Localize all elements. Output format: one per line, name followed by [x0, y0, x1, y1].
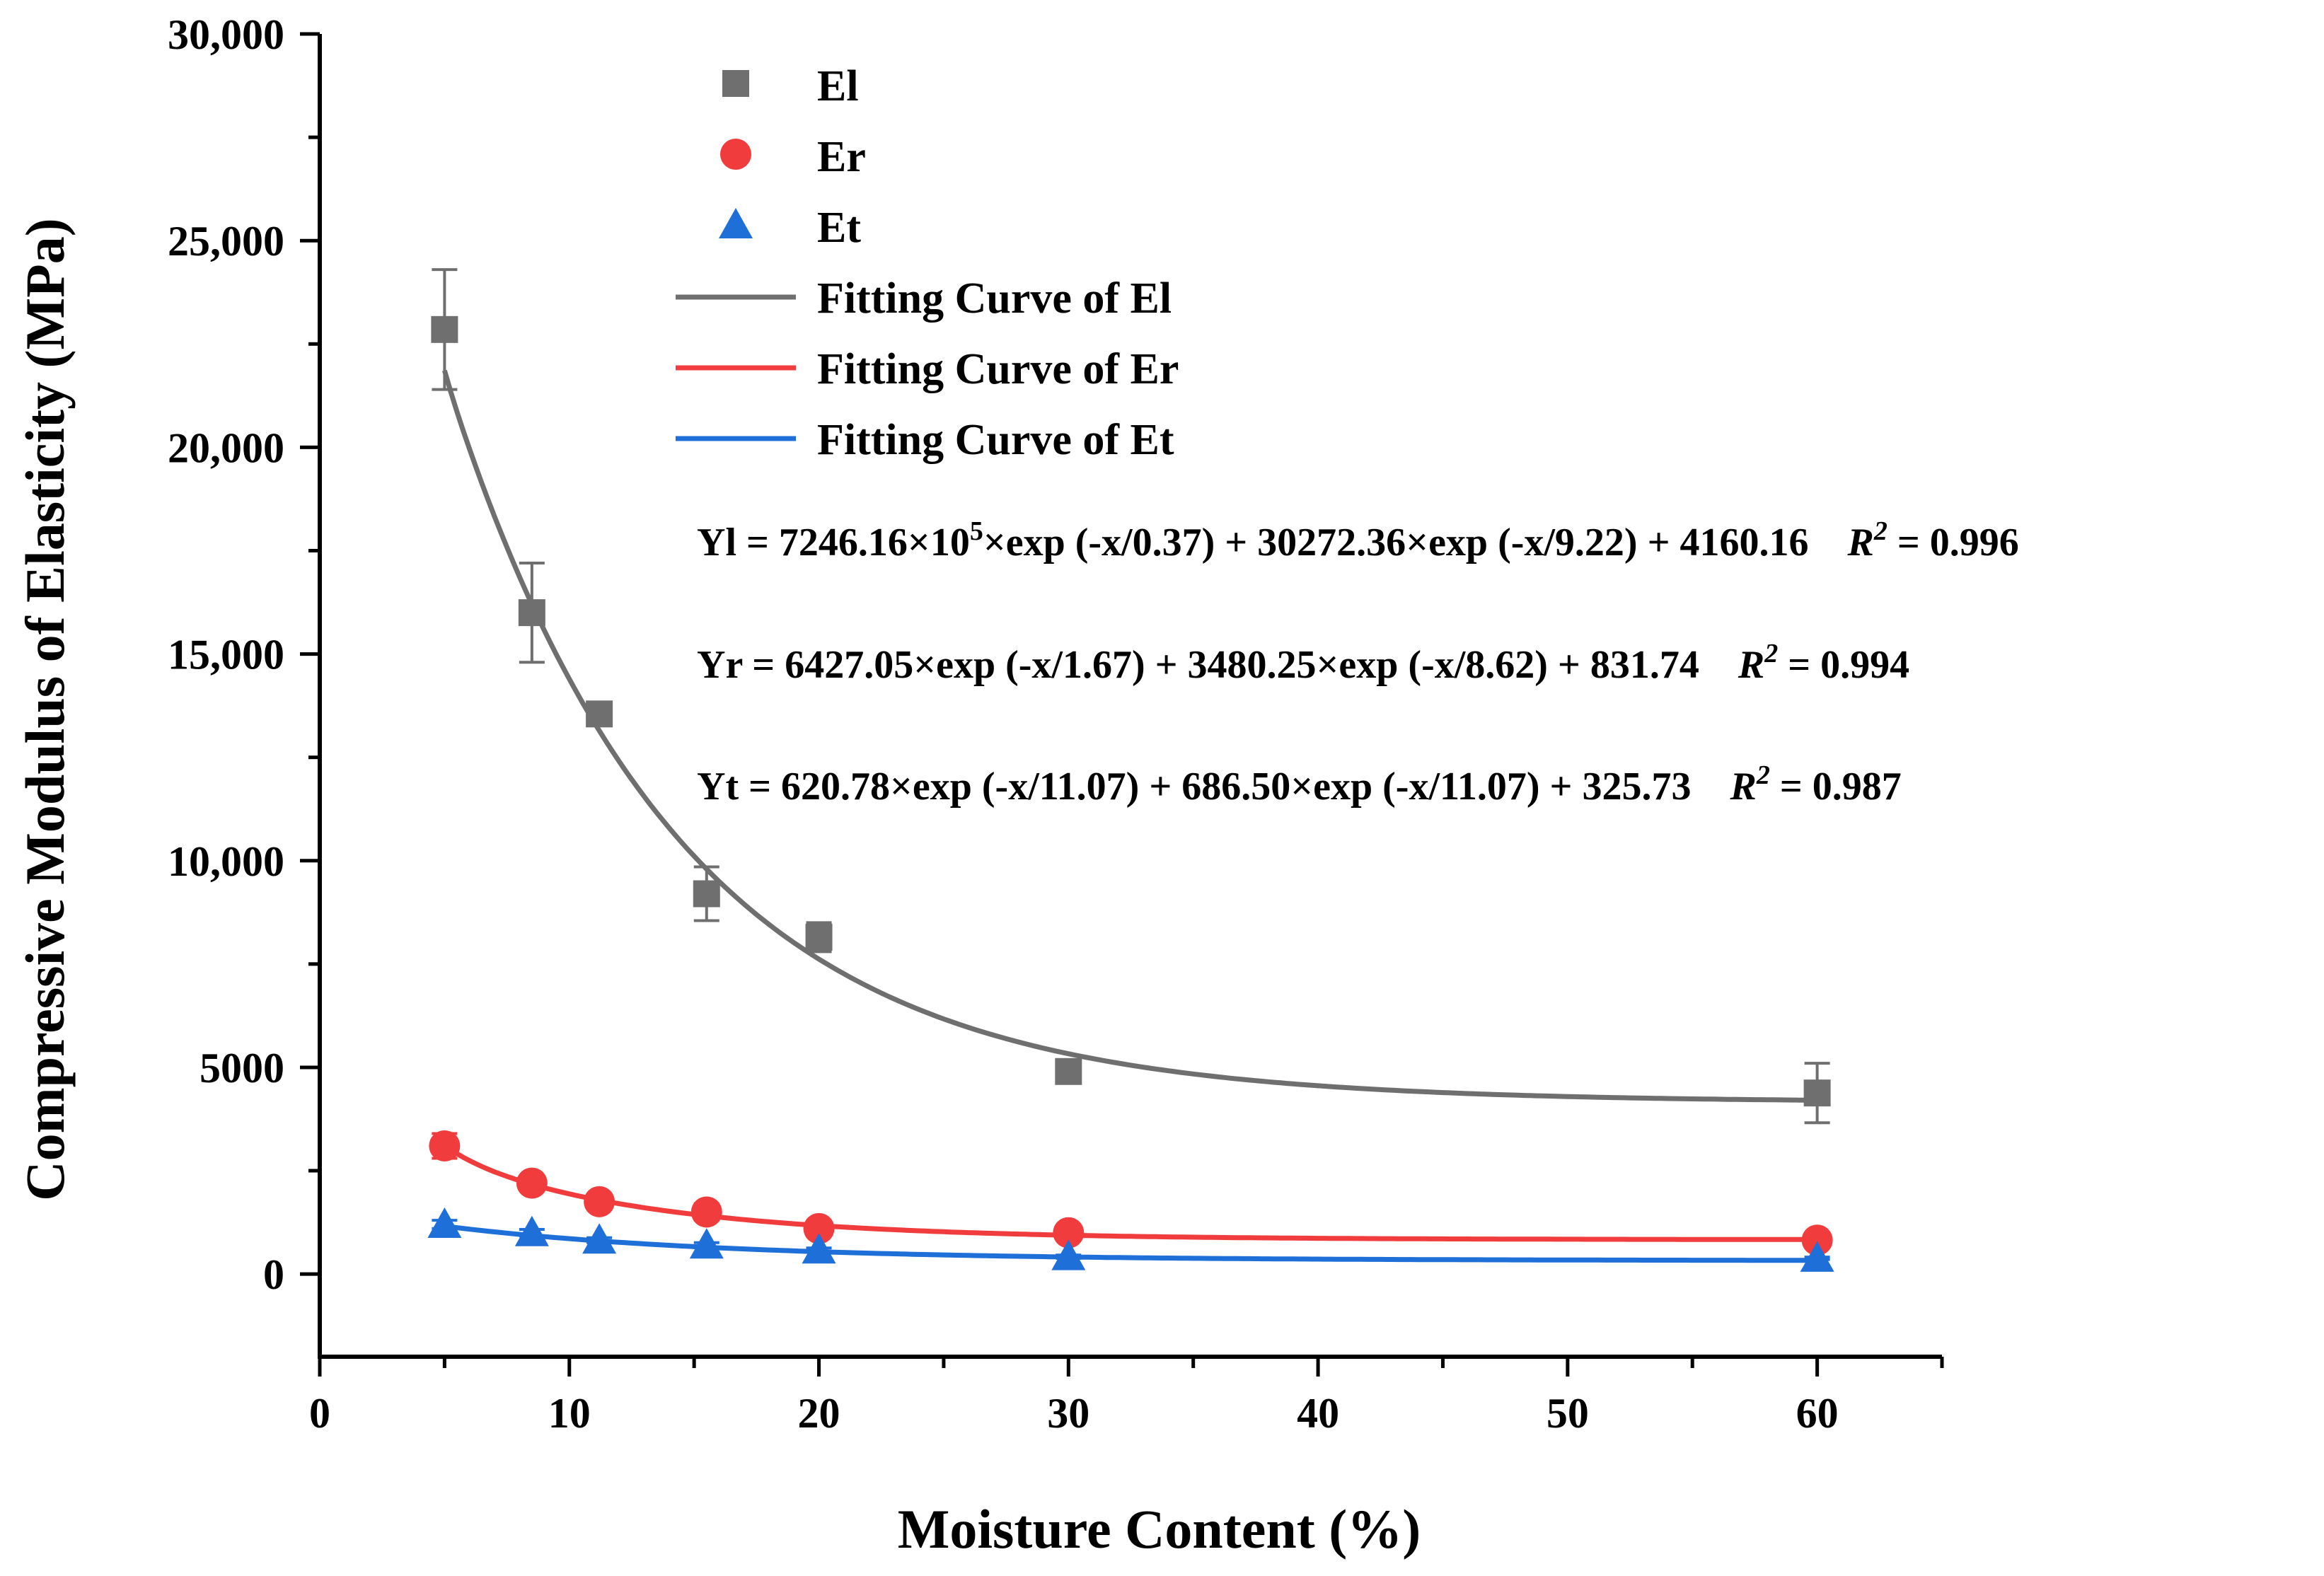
x-tick-label: 60 [1796, 1390, 1839, 1437]
equation-el: Yl = 7246.16×105×exp (-x/0.37) + 30272.3… [697, 516, 2019, 564]
x-tick-label: 20 [798, 1390, 840, 1437]
equation-part: 2 [1873, 516, 1887, 546]
equation-part: = 0.996 [1887, 521, 2019, 564]
x-tick-label: 50 [1547, 1390, 1589, 1437]
point-et [582, 1223, 617, 1254]
equation-part: 5 [970, 516, 983, 546]
equation-part: 2 [1756, 760, 1770, 790]
y-tick-label: 20,000 [168, 424, 284, 471]
equation-et: Yt = 620.78×exp (-x/11.07) + 686.50×exp … [697, 760, 1902, 809]
equation-part: R [1729, 765, 1756, 809]
x-axis-title: Moisture Content (%) [898, 1498, 1421, 1560]
point-et [802, 1233, 836, 1264]
point-el [805, 923, 833, 951]
equation-part: R [1738, 643, 1764, 687]
point-er [1053, 1217, 1085, 1248]
legend-marker-et [719, 208, 753, 238]
legend-label-fit-el: Fitting Curve of El [817, 274, 1172, 323]
equation-part: = 0.987 [1770, 765, 1902, 809]
legend-label-et: Et [817, 204, 861, 252]
x-tick-label: 0 [309, 1390, 330, 1437]
equation-part: Yl = 7246.16×10 [697, 521, 970, 564]
legend-marker-er [720, 139, 751, 170]
legend-marker-el [722, 70, 749, 97]
point-et [1051, 1239, 1086, 1270]
plot-area [427, 268, 1834, 1272]
point-et [689, 1228, 724, 1259]
y-tick-label: 25,000 [168, 218, 284, 265]
y-tick-label: 30,000 [168, 11, 284, 58]
point-er [429, 1130, 461, 1161]
x-tick-label: 10 [548, 1390, 591, 1437]
point-el [518, 599, 545, 627]
point-er [690, 1196, 722, 1228]
equations: Yl = 7246.16×105×exp (-x/0.37) + 30272.3… [697, 516, 2019, 809]
equation-er: Yr = 6427.05×exp (-x/1.67) + 3480.25×exp… [697, 639, 1909, 687]
equation-part: R [1846, 521, 1873, 564]
legend: El Er Et Fitting Curve of El Fitting Curve o… [676, 62, 1179, 464]
equation-part: 2 [1764, 639, 1778, 668]
point-et [427, 1207, 462, 1238]
point-er [1801, 1224, 1833, 1256]
x-tick-label: 30 [1047, 1390, 1089, 1437]
point-el [586, 700, 613, 728]
fit-curve-er [443, 1143, 1817, 1242]
equation-part: = 0.994 [1778, 643, 1909, 687]
legend-label-el: El [817, 62, 859, 110]
fit-curve-et [444, 1224, 1817, 1263]
y-tick-label: 15,000 [168, 632, 284, 678]
y-axis-title: Compressive Modulus of Elasticity (MPa) [14, 218, 76, 1200]
legend-label-fit-et: Fitting Curve of Et [817, 416, 1174, 464]
legend-label-er: Er [817, 133, 866, 181]
point-el [1055, 1058, 1082, 1085]
point-et [1800, 1241, 1834, 1272]
axes: 0 10 20 30 40 50 60 0 5000 10,000 15,000 20,000 25,0… [14, 11, 1944, 1560]
point-er [584, 1186, 615, 1217]
equation-part: Yt = 620.78×exp (-x/11.07) + 686.50×exp … [697, 765, 1691, 809]
point-er [516, 1167, 548, 1199]
y-tick-label: 0 [263, 1251, 284, 1298]
y-tick-label: 5000 [200, 1045, 284, 1091]
point-er [803, 1212, 835, 1244]
y-tick-label: 10,000 [168, 838, 284, 885]
point-et [514, 1215, 549, 1246]
x-tick-label: 40 [1297, 1390, 1339, 1437]
equation-part: ×exp (-x/0.37) + 30272.36×exp (-x/9.22) … [983, 521, 1809, 564]
point-el [693, 880, 720, 908]
point-el [1803, 1079, 1831, 1107]
legend-label-fit-er: Fitting Curve of Er [817, 345, 1179, 393]
point-el [431, 315, 458, 343]
equation-part: Yr = 6427.05×exp (-x/1.67) + 3480.25×exp… [697, 643, 1699, 687]
fit-curve-el [442, 369, 1817, 1103]
